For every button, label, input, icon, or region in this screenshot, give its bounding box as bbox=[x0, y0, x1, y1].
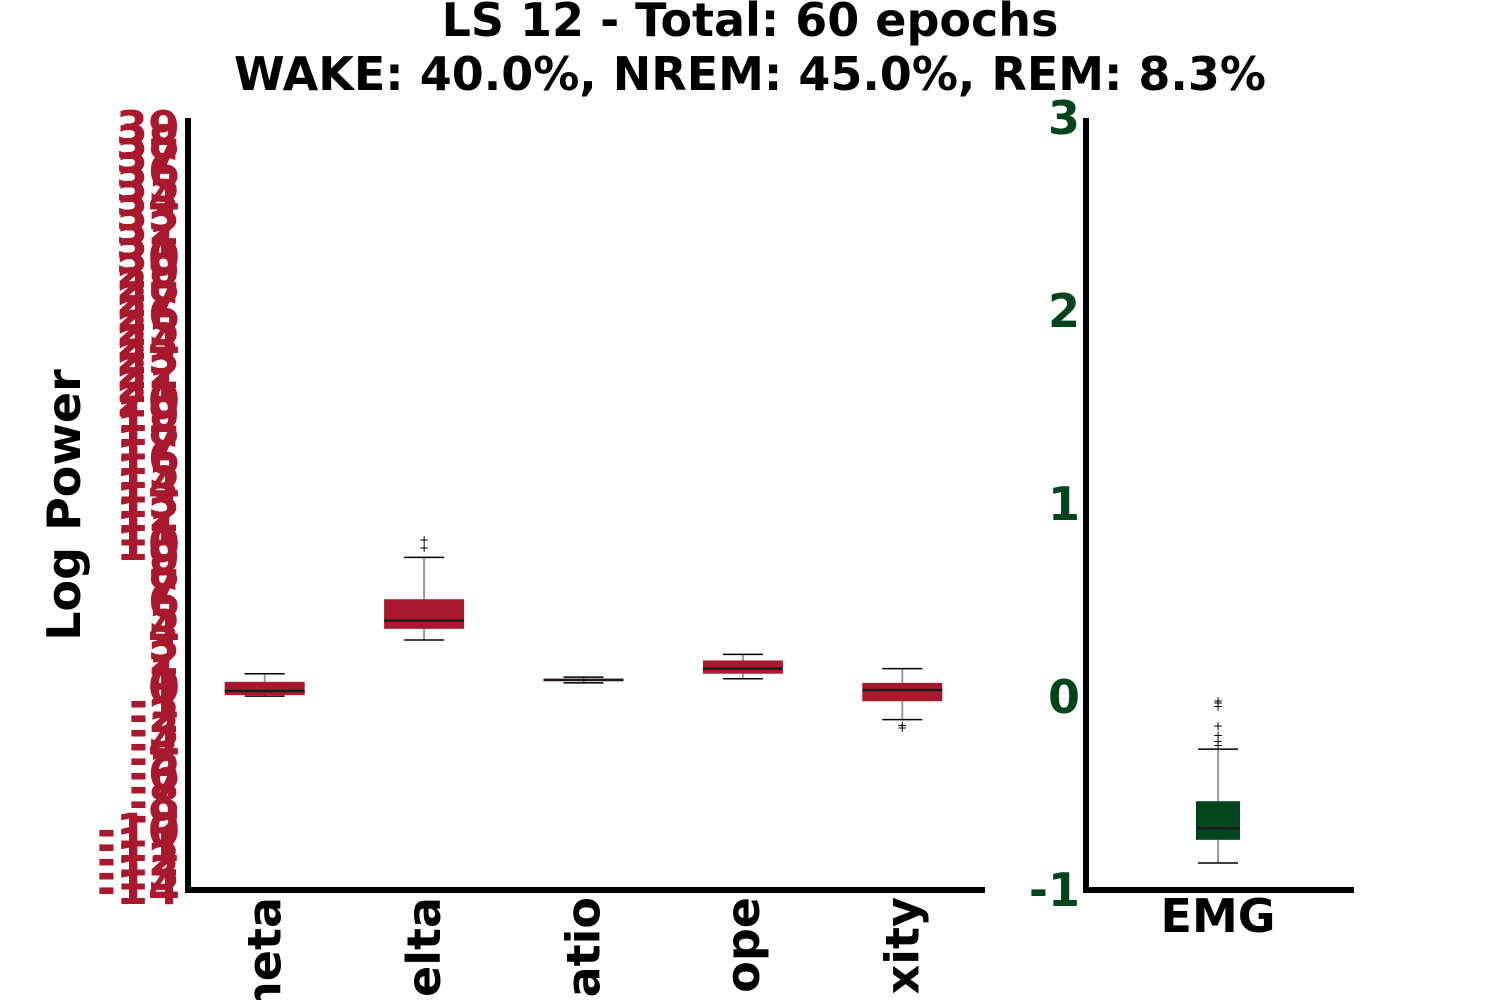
flier: + bbox=[1213, 729, 1223, 743]
box-body bbox=[224, 681, 305, 696]
y-tick-label-right: -1 bbox=[1029, 863, 1080, 917]
x-tick-label: xity bbox=[875, 897, 929, 994]
y-tick-label: -12 bbox=[97, 832, 180, 886]
y-tick-label: 0 bbox=[148, 660, 180, 714]
y-tick-label: 23 bbox=[116, 330, 180, 384]
y-tick-label: 19 bbox=[116, 388, 180, 442]
y-tick-label: 16 bbox=[116, 431, 180, 485]
y-tick-label: -9 bbox=[129, 789, 180, 843]
y-tick-label: 10 bbox=[116, 517, 180, 571]
chart-subtitle: WAKE: 40.0%, NREM: 45.0%, REM: 8.3% bbox=[234, 47, 1266, 101]
y-tick-label: 2 bbox=[148, 632, 180, 686]
flier: + bbox=[1213, 700, 1223, 714]
y-tick-label: 11 bbox=[116, 503, 180, 557]
y-tick-label: 21 bbox=[116, 359, 180, 413]
y-tick-label-right: 3 bbox=[1048, 91, 1080, 145]
box-emg: +++++++EMG bbox=[1161, 694, 1276, 943]
left-plot-area: -14-13-12-11-10-9-8-7-6-5-4-3-2-10123456… bbox=[97, 101, 985, 1000]
y-tick-label: 6 bbox=[148, 574, 180, 628]
y-tick-label: 39 bbox=[116, 101, 180, 155]
y-tick-label-right: 0 bbox=[1048, 670, 1080, 724]
y-tick-label: -2 bbox=[129, 689, 180, 743]
y-tick-label: -14 bbox=[97, 861, 180, 915]
y-tick-label: 5 bbox=[148, 589, 180, 643]
y-tick-label: 3 bbox=[148, 617, 180, 671]
y-axis-label: Log Power bbox=[37, 369, 91, 641]
flier: + bbox=[1213, 696, 1223, 710]
box-complexity: ++xity bbox=[862, 667, 943, 994]
box-slope: ope bbox=[702, 653, 783, 993]
y-tick-label: 24 bbox=[116, 316, 180, 370]
y-tick-label: -6 bbox=[129, 746, 180, 800]
x-tick-label-right: EMG bbox=[1161, 889, 1276, 943]
y-tick-label: -4 bbox=[129, 718, 180, 772]
flier: + bbox=[1213, 734, 1223, 748]
flier: + bbox=[1213, 738, 1223, 752]
chart-title: LS 12 - Total: 60 epochs bbox=[442, 0, 1059, 47]
y-tick-label: 22 bbox=[116, 345, 180, 399]
y-tick-label: -3 bbox=[129, 703, 180, 757]
flier: + bbox=[419, 533, 429, 547]
y-tick-label: 35 bbox=[116, 158, 180, 212]
x-tick-label: ope bbox=[716, 897, 770, 993]
y-tick-label: 7 bbox=[148, 560, 180, 614]
y-tick-label: 26 bbox=[116, 287, 180, 341]
y-tick-label: 34 bbox=[116, 173, 180, 227]
y-tick-label: 4 bbox=[148, 603, 180, 657]
y-tick-label: 33 bbox=[116, 187, 180, 241]
y-tick-label: 15 bbox=[116, 445, 180, 499]
y-tick-label: 36 bbox=[116, 144, 180, 198]
y-tick-label: -1 bbox=[129, 675, 180, 729]
y-tick-label: -5 bbox=[129, 732, 180, 786]
y-tick-label: -8 bbox=[129, 775, 180, 829]
y-tick-label: 8 bbox=[148, 546, 180, 600]
box-body bbox=[384, 599, 465, 629]
y-tick-label: 32 bbox=[116, 201, 180, 255]
box-body bbox=[1196, 801, 1240, 840]
flier: + bbox=[1213, 694, 1223, 708]
y-tick-label: -11 bbox=[97, 818, 180, 872]
y-tick-label: 27 bbox=[116, 273, 180, 327]
y-tick-label: 18 bbox=[116, 402, 180, 456]
box-body bbox=[862, 682, 943, 702]
y-tick-label: 29 bbox=[116, 244, 180, 298]
flier: + bbox=[1213, 719, 1223, 733]
y-tick-label: -13 bbox=[97, 847, 180, 901]
y-tick-label: 31 bbox=[116, 216, 180, 270]
y-tick-label: -10 bbox=[97, 804, 180, 858]
y-tick-label: 30 bbox=[116, 230, 180, 284]
y-tick-label: -7 bbox=[129, 761, 180, 815]
y-tick-label: 25 bbox=[116, 302, 180, 356]
box-theta: heta bbox=[224, 672, 305, 1000]
flier: + bbox=[419, 541, 429, 555]
y-tick-label: 20 bbox=[116, 373, 180, 427]
y-tick-label: 13 bbox=[116, 474, 180, 528]
box-body bbox=[702, 660, 783, 674]
flier: + bbox=[897, 719, 907, 733]
x-tick-label: atio bbox=[557, 897, 611, 997]
y-tick-label: 12 bbox=[116, 488, 180, 542]
y-tick-label-right: 2 bbox=[1048, 284, 1080, 338]
y-tick-label: 9 bbox=[148, 531, 180, 585]
x-tick-label: elta bbox=[397, 897, 451, 997]
x-tick-label: heta bbox=[238, 897, 292, 1000]
box-ratio: atio bbox=[543, 676, 624, 997]
flier: + bbox=[897, 721, 907, 735]
y-tick-label-right: 1 bbox=[1048, 477, 1080, 531]
y-tick-label: 28 bbox=[116, 259, 180, 313]
box-delta: ++ elta bbox=[384, 533, 465, 997]
y-tick-label: 17 bbox=[116, 416, 180, 470]
y-tick-label: 38 bbox=[116, 115, 180, 169]
y-tick-label: 37 bbox=[116, 130, 180, 184]
y-tick-label: 1 bbox=[148, 646, 180, 700]
y-tick-label: 14 bbox=[116, 459, 180, 513]
